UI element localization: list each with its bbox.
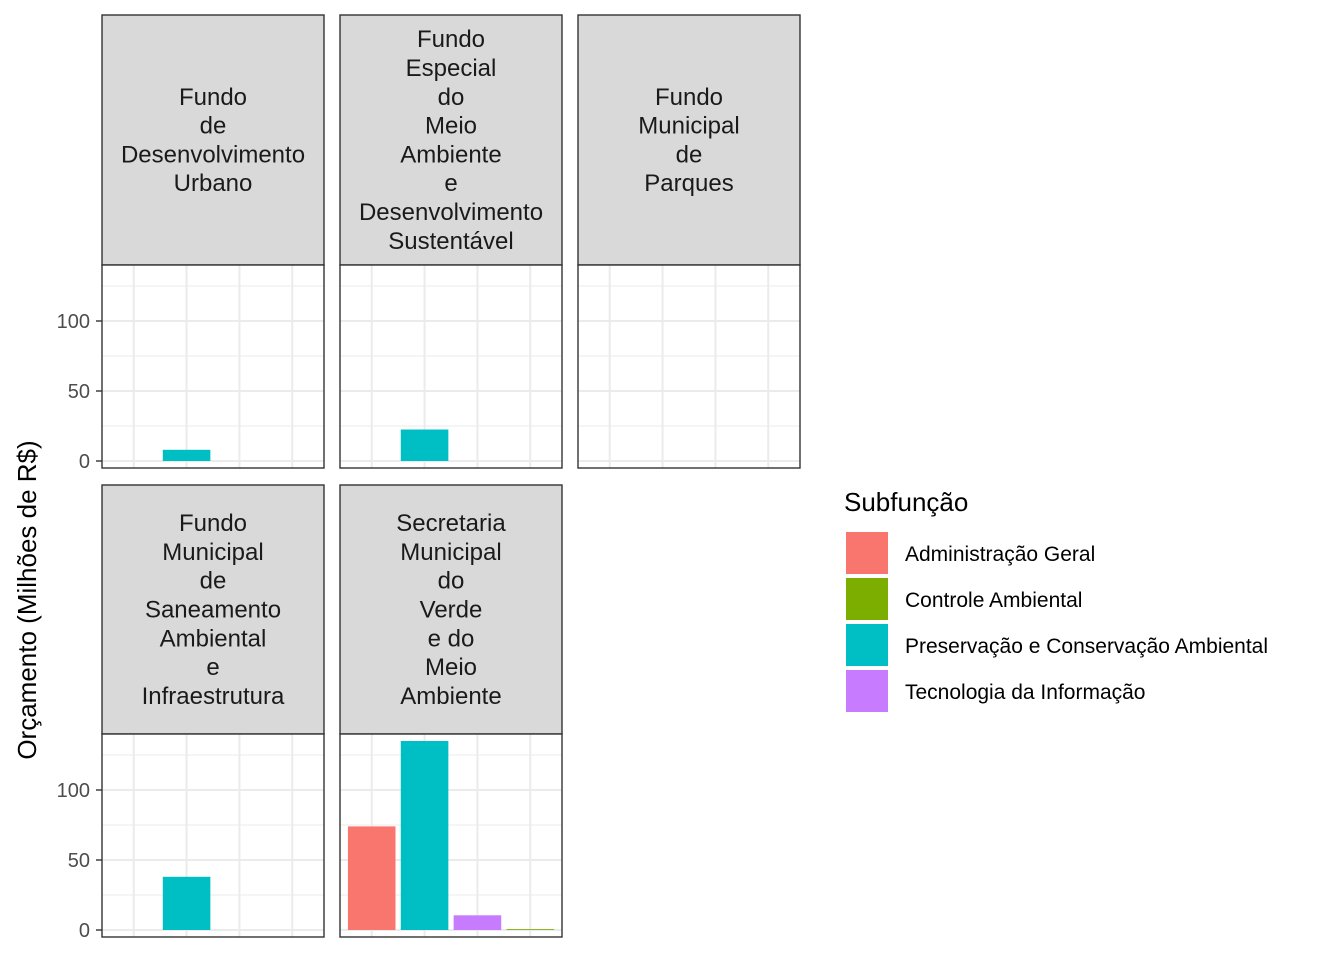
facet-title-line: do [438,84,465,111]
legend-title: Subfunção [844,487,968,517]
facet-panel: FundoEspecialdoMeioAmbienteeDesenvolvime… [339,14,563,469]
panel-border [101,264,325,469]
panel-border [101,733,325,938]
facet-title-line: Urbano [174,170,253,197]
legend-label: Controle Ambiental [905,589,1082,612]
facet-title-line: Fundo [417,26,485,53]
facet-strip [101,14,325,266]
bar-preserva-o-e-conserva-o-ambiental [162,876,211,930]
facet-title-line: Especial [406,55,497,82]
facet-title-line: Municipal [638,113,739,140]
facet-title-line: Fundo [179,84,247,111]
panel-border [577,264,801,469]
bar-controle-ambiental [506,929,555,930]
legend-key [846,624,888,666]
facet-title-line: Fundo [179,510,247,537]
facet-title-line: Municipal [400,539,501,566]
y-tick-label: 100 [57,780,90,802]
facet-strip [339,484,563,735]
panel-background [578,265,800,468]
facet-strip [577,14,801,266]
legend-key [846,578,888,620]
facet-title-line: Municipal [162,539,263,566]
legend: Subfunção Administração Geral Controle Amb… [844,487,1268,712]
facet-title-line: Meio [425,654,477,681]
facet-title-line: do [438,568,465,595]
facet-title-line: de [676,141,703,168]
facet-title-line: Ambiental [160,625,267,652]
legend-label: Tecnologia da Informação [905,681,1146,704]
panel-border [339,733,563,938]
bar-tecnologia-da-informa-o [453,915,502,930]
facet-title-line: Verde [420,597,483,624]
bar-preserva-o-e-conserva-o-ambiental [400,741,449,930]
facet-title-line: Ambiente [400,683,501,710]
panel-background [102,734,324,937]
facet-title-line: e [206,654,219,681]
y-tick-label: 50 [68,381,90,403]
facet-title-line: de [200,113,227,140]
facet-strip [101,484,325,735]
facet-title-line: Parques [644,170,733,197]
bar-preserva-o-e-conserva-o-ambiental [162,449,211,461]
facet-title-line: Desenvolvimento [359,199,543,226]
facet-title-line: e do [428,625,475,652]
facet-title-line: de [200,568,227,595]
facet-title-line: Ambiente [400,141,501,168]
facet-panels: FundodeDesenvolvimentoUrbano050100FundoE… [57,14,801,942]
y-axis-title: Orçamento (Milhões de R$) [12,440,42,759]
facet-title-line: Meio [425,113,477,140]
y-tick-label: 50 [68,850,90,872]
legend-key [846,532,888,574]
y-tick-label: 100 [57,311,90,333]
facet-title-line: Saneamento [145,597,281,624]
y-tick-label: 0 [79,451,90,473]
bar-administra-o-geral [347,826,396,930]
legend-label: Administração Geral [905,543,1095,566]
facet-title-line: Infraestrutura [142,683,285,710]
facet-title-line: Sustentável [388,228,513,255]
legend-label: Preservação e Conservação Ambiental [905,635,1268,658]
panel-border [339,264,563,469]
facet-title-line: Desenvolvimento [121,141,305,168]
facet-panel: FundoMunicipaldeSaneamentoAmbientaleInfr… [57,484,325,942]
panel-background [102,265,324,468]
legend-key [846,670,888,712]
y-tick-label: 0 [79,920,90,942]
facet-title-line: e [444,170,457,197]
panel-background [340,265,562,468]
facet-title-line: Secretaria [396,510,506,537]
bar-preserva-o-e-conserva-o-ambiental [400,429,449,461]
facet-strip [339,14,563,266]
facet-title-line: Fundo [655,84,723,111]
